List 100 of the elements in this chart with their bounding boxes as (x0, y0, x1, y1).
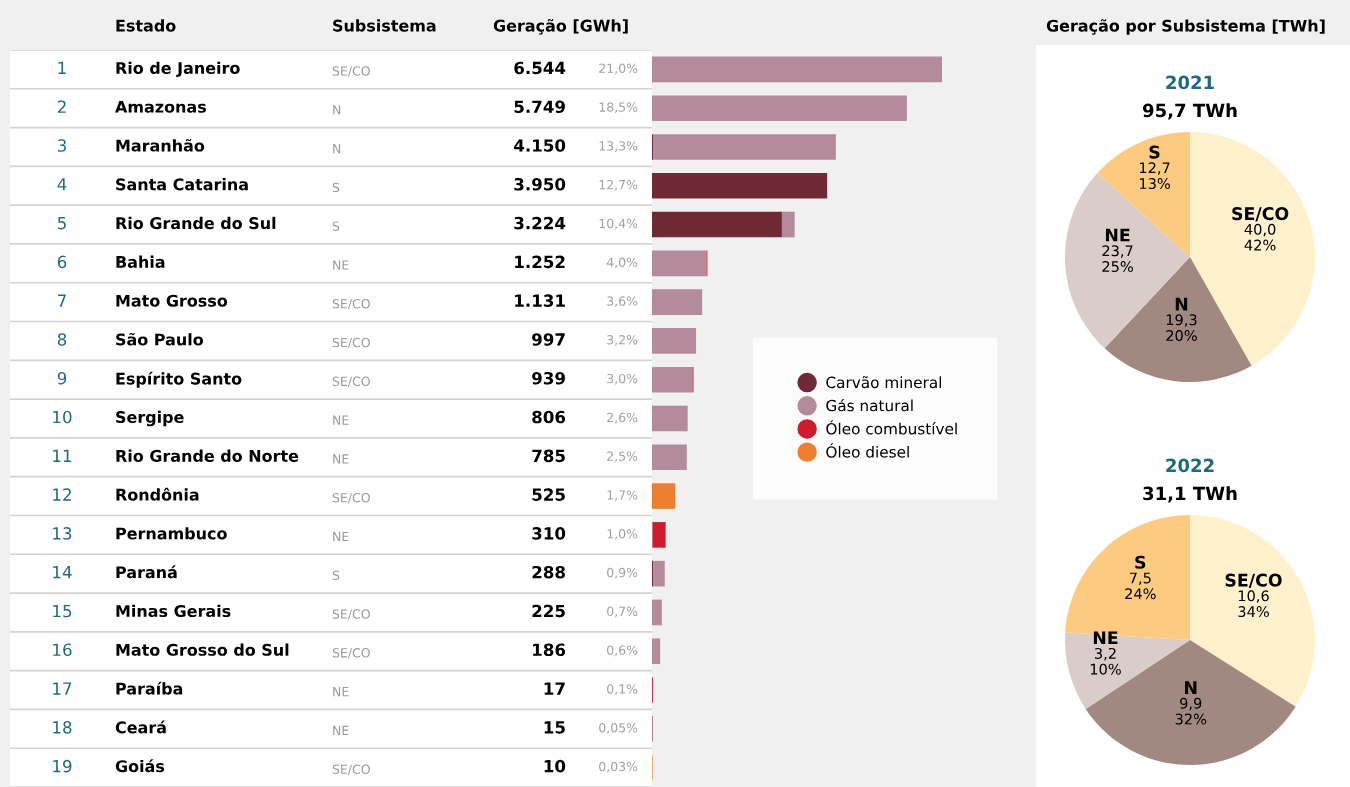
slice-label: S (1149, 145, 1160, 159)
slice-label: SE/CO (1225, 573, 1282, 589)
text: 3,6% (607, 296, 638, 308)
text: 2,6% (607, 412, 638, 424)
y-tick-label: Rondônia (116, 487, 199, 501)
chart-title: 2022 (1166, 458, 1214, 473)
y-tick-label: Espírito Santo (116, 371, 242, 388)
text: 11 (53, 449, 72, 462)
text: Subsistema (333, 19, 436, 32)
bar (652, 444, 687, 471)
text: 997 (532, 333, 565, 346)
text: 225 (532, 604, 565, 618)
text: 1.131 (515, 294, 565, 307)
text: SE/CO (332, 648, 370, 659)
text: 525 (532, 488, 565, 501)
text: 0,7% (607, 606, 638, 618)
slice-label: S (1135, 555, 1146, 569)
bar (652, 328, 697, 354)
text: 806 (532, 410, 566, 424)
text: NE (333, 454, 349, 464)
text: SE/CO (332, 66, 370, 77)
bar (652, 599, 662, 626)
text: S (332, 221, 340, 231)
text: 0,6% (607, 645, 638, 657)
text: 186 (533, 643, 566, 657)
text: 0,9% (607, 567, 638, 579)
text: 4.150 (514, 139, 566, 152)
bar (652, 366, 693, 393)
text: 310 (532, 527, 566, 540)
pie-slice (1097, 132, 1190, 257)
slice-label: N (1185, 681, 1197, 694)
text: 5.749 (514, 100, 565, 114)
bar (652, 289, 703, 315)
text: 2,5% (607, 451, 638, 463)
text: 18,5% (599, 102, 638, 114)
text: 4 (57, 178, 67, 191)
text: 8 (57, 333, 67, 346)
text: S (332, 182, 340, 193)
bar (652, 483, 676, 509)
text: 6 (57, 255, 67, 269)
text: 0,03% (599, 761, 638, 773)
text: 10 (53, 410, 72, 424)
bar (652, 56, 942, 83)
slice-label: NE (1105, 228, 1130, 242)
text: 6.544 (514, 61, 566, 75)
legend-label: Carvão mineral (826, 376, 942, 389)
bar (653, 560, 665, 587)
data-label: 12,7 13% (1139, 162, 1170, 190)
text: 4,0% (606, 257, 638, 269)
slice-label: NE (1093, 631, 1118, 645)
text: 16 (53, 643, 72, 657)
data-label: 7,5 24% (1125, 572, 1156, 600)
bar (652, 405, 688, 432)
text: N (333, 144, 341, 154)
data-label: 10,6 34% (1238, 590, 1269, 618)
text: Geração por Subsistema [TWh] (1046, 19, 1325, 35)
bar (652, 250, 707, 277)
text: 3.950 (514, 177, 566, 191)
bar (652, 172, 828, 199)
text: SE/CO (332, 299, 370, 310)
text: 15 (53, 604, 72, 618)
y-tick-label: Minas Gerais (116, 604, 231, 618)
text: 3.224 (514, 216, 566, 230)
text: 14 (53, 566, 72, 579)
text: 13,3% (599, 141, 638, 152)
text: SE/CO (332, 337, 370, 349)
text: NE (333, 415, 349, 425)
chart-subtitle: 95,7 TWh (1142, 103, 1237, 120)
text: 10 (544, 759, 566, 773)
text: SE/CO (332, 492, 370, 504)
text: 0,05% (599, 722, 638, 734)
text: SE/CO (332, 609, 370, 620)
bar (652, 522, 666, 548)
y-tick-label: Mato Grosso (116, 294, 228, 307)
data-label: 23,7 25% (1102, 245, 1133, 273)
y-tick-label: Rio Grande do Norte (116, 449, 299, 462)
bar (652, 638, 661, 665)
text: 9 (57, 371, 67, 385)
text: 15 (544, 721, 565, 734)
text: 939 (532, 371, 565, 385)
data-label: 40,0 42% (1244, 223, 1276, 251)
y-tick-label: Goiás (115, 759, 165, 773)
text: 0,1% (607, 684, 638, 695)
pie-slice (1104, 257, 1252, 382)
y-tick-label: Amazonas (115, 100, 206, 113)
text: S (332, 570, 340, 580)
text: 10,4% (599, 218, 638, 230)
data-label: 9,9 32% (1175, 697, 1207, 725)
bar (652, 95, 907, 121)
bar (653, 134, 836, 160)
text: 7 (58, 294, 66, 307)
y-tick-label: Santa Catarina (116, 178, 248, 191)
legend-label: Gás natural (826, 398, 913, 412)
text: 18 (53, 721, 72, 734)
text: 2 (57, 100, 66, 113)
y-tick-label: Paraná (116, 565, 177, 579)
data-label: 19,3 20% (1166, 314, 1197, 342)
legend-label: Óleo combustível (826, 420, 957, 435)
y-tick-label: Pernambuco (116, 527, 227, 540)
text: N (333, 105, 341, 115)
